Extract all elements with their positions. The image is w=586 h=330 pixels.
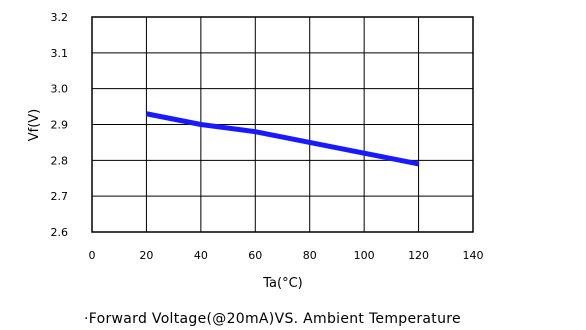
x-tick-label: 40 — [194, 249, 208, 262]
x-tick-labels: 0 20 40 60 80 100 120 140 — [89, 249, 484, 262]
y-tick-label: 2.9 — [51, 119, 69, 132]
x-axis-label: Ta(°C) — [262, 276, 302, 291]
plot-border — [91, 16, 474, 233]
data-point — [145, 113, 147, 115]
y-tick-label: 3.2 — [51, 11, 69, 24]
y-axis-label: Vf(V) — [27, 109, 42, 142]
chart-caption: ·Forward Voltage(@20mA)VS. Ambient Tempe… — [84, 311, 461, 327]
series-layer — [145, 111, 420, 167]
y-tick-label: 2.7 — [51, 190, 69, 203]
data-point — [418, 163, 420, 165]
plot-frame — [91, 16, 474, 233]
series-line — [145, 111, 420, 167]
x-tick-label: 120 — [408, 249, 429, 262]
data-point — [254, 131, 256, 133]
x-tick-label: 80 — [303, 249, 317, 262]
x-tick-label: 60 — [248, 249, 262, 262]
x-tick-label: 100 — [354, 249, 375, 262]
y-tick-label: 2.8 — [51, 154, 69, 167]
x-tick-label: 140 — [463, 249, 484, 262]
x-tick-label: 20 — [139, 249, 153, 262]
y-tick-labels: 2.6 2.7 2.8 2.9 3.0 3.1 3.2 — [51, 11, 69, 239]
y-tick-label: 3.1 — [51, 47, 69, 60]
data-point — [309, 141, 311, 143]
grid — [92, 17, 473, 232]
y-tick-label: 2.6 — [51, 226, 69, 239]
x-tick-label: 0 — [89, 249, 96, 262]
data-point — [363, 152, 365, 154]
data-point — [200, 124, 202, 125]
y-tick-label: 3.0 — [51, 83, 69, 96]
